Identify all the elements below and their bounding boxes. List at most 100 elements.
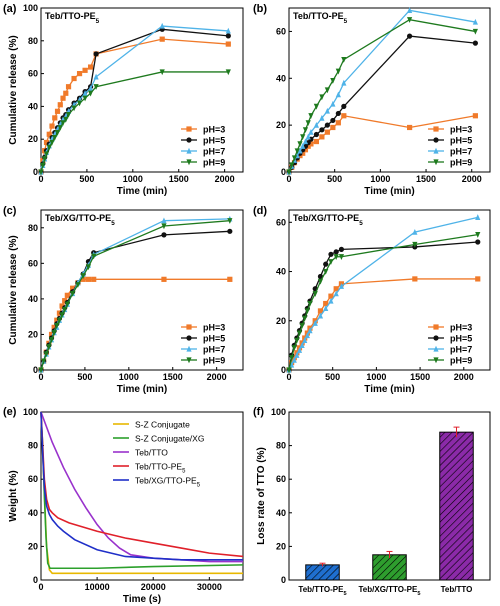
data-point bbox=[225, 33, 231, 39]
data-point bbox=[323, 300, 329, 307]
x-tick-label: 2000 bbox=[454, 372, 474, 382]
y-tick-label: 60 bbox=[28, 474, 38, 484]
x-tick-label: 0 bbox=[38, 174, 43, 184]
data-point bbox=[341, 56, 347, 63]
series-line bbox=[40, 25, 229, 173]
data-point bbox=[93, 73, 99, 80]
data-point bbox=[85, 264, 92, 271]
x-tick-label: 2000 bbox=[207, 372, 227, 382]
data-point bbox=[65, 112, 72, 118]
data-point bbox=[60, 120, 66, 126]
data-point bbox=[302, 138, 309, 145]
series-line bbox=[288, 9, 476, 173]
y-tick-label: 20 bbox=[28, 329, 38, 339]
y-tick-label: 60 bbox=[276, 217, 286, 227]
data-point bbox=[333, 249, 339, 255]
data-point bbox=[312, 320, 318, 326]
legend-label: S-Z Conjugate/XG bbox=[135, 434, 204, 444]
data-point bbox=[317, 308, 324, 314]
x-axis-label: Time (min) bbox=[364, 384, 414, 395]
series bbox=[38, 218, 233, 374]
panel-b: (b) 0 500 1000 1500 2000 0 20 40 60 Time (min) Teb/… bbox=[253, 3, 491, 197]
y-tick-label: 40 bbox=[276, 508, 286, 518]
legend-label: pH=5 bbox=[203, 136, 225, 146]
legend-marker bbox=[186, 345, 192, 352]
legend-marker bbox=[433, 335, 439, 341]
x-axis-label: Time (min) bbox=[117, 186, 167, 197]
data-point bbox=[43, 139, 50, 146]
legend-label: S-Z Conjugate bbox=[135, 420, 190, 430]
y-tick-label: 0 bbox=[281, 365, 286, 375]
data-point bbox=[333, 290, 339, 297]
series bbox=[286, 232, 481, 374]
data-point bbox=[323, 305, 329, 312]
data-point bbox=[93, 84, 99, 90]
y-tick-label: 20 bbox=[276, 541, 286, 551]
legend-marker bbox=[433, 126, 439, 132]
legend-label: Teb/XG/TTO-PE5 bbox=[135, 476, 201, 489]
data-point bbox=[317, 312, 324, 319]
data-point bbox=[319, 94, 325, 101]
legend-label: Teb/TTO-PE5 bbox=[135, 462, 186, 475]
data-point bbox=[328, 259, 334, 265]
data-point bbox=[341, 103, 347, 109]
series bbox=[286, 17, 478, 176]
data-point bbox=[40, 162, 46, 169]
panel-e: (e) 0 10000 20000 30000 0 20 40 60 80 100 Time (s) W… bbox=[3, 406, 244, 605]
data-point bbox=[161, 276, 167, 282]
y-axis-label: Loss rate of TTO (%) bbox=[256, 447, 267, 545]
data-point bbox=[297, 147, 303, 154]
data-point bbox=[312, 291, 318, 297]
panel-letter: (c) bbox=[3, 205, 17, 217]
y-tick-label: 60 bbox=[276, 26, 286, 36]
data-point bbox=[64, 301, 70, 308]
legend-label: pH=9 bbox=[450, 356, 472, 366]
data-point bbox=[60, 95, 66, 101]
x-tick-label: 2000 bbox=[462, 174, 482, 184]
panel-title: Teb/XG/TTO-PE5 bbox=[293, 213, 363, 227]
data-point bbox=[407, 7, 413, 13]
data-point bbox=[302, 337, 308, 344]
legend-marker bbox=[186, 137, 192, 143]
data-point bbox=[335, 110, 341, 117]
legend-label: Teb/TTO bbox=[135, 448, 168, 458]
y-tick-label: 40 bbox=[28, 101, 38, 111]
data-point bbox=[323, 268, 329, 275]
data-point bbox=[52, 134, 58, 141]
data-point bbox=[80, 276, 86, 282]
data-point bbox=[43, 351, 49, 358]
data-point bbox=[57, 125, 63, 131]
legend-label: pH=7 bbox=[450, 345, 472, 355]
data-point bbox=[51, 324, 57, 330]
data-point bbox=[324, 87, 330, 94]
legend-marker bbox=[433, 345, 439, 352]
panel-title: Teb/TTO-PE5 bbox=[45, 11, 100, 25]
data-point bbox=[76, 71, 83, 77]
y-tick-label: 100 bbox=[23, 3, 38, 13]
x-tick-label: 500 bbox=[325, 372, 340, 382]
panel-title: Teb/TTO-PE5 bbox=[293, 11, 348, 25]
data-point bbox=[294, 352, 300, 358]
legend: S-Z Conjugate S-Z Conjugate/XG Teb/TTO Teb/… bbox=[113, 420, 204, 489]
data-point bbox=[475, 276, 481, 282]
legend: pH=3pH=5pH=7pH=9 bbox=[428, 125, 472, 168]
x-axis-label: Time (min) bbox=[117, 384, 167, 395]
legend-marker bbox=[186, 147, 192, 154]
y-tick-label: 40 bbox=[28, 508, 38, 518]
data-point bbox=[159, 22, 165, 29]
series-line bbox=[40, 28, 229, 173]
data-point bbox=[63, 90, 69, 96]
y-tick-label: 40 bbox=[276, 73, 286, 83]
data-point bbox=[296, 330, 303, 337]
legend-marker bbox=[186, 159, 192, 166]
data-point bbox=[330, 78, 336, 84]
legend-marker bbox=[433, 137, 439, 143]
data-point bbox=[308, 141, 314, 147]
data-point bbox=[64, 292, 70, 298]
legend-label: pH=5 bbox=[450, 136, 472, 146]
data-point bbox=[48, 337, 55, 343]
data-point bbox=[289, 162, 295, 169]
x-tick-label: 0 bbox=[286, 372, 291, 382]
data-point bbox=[335, 91, 341, 98]
